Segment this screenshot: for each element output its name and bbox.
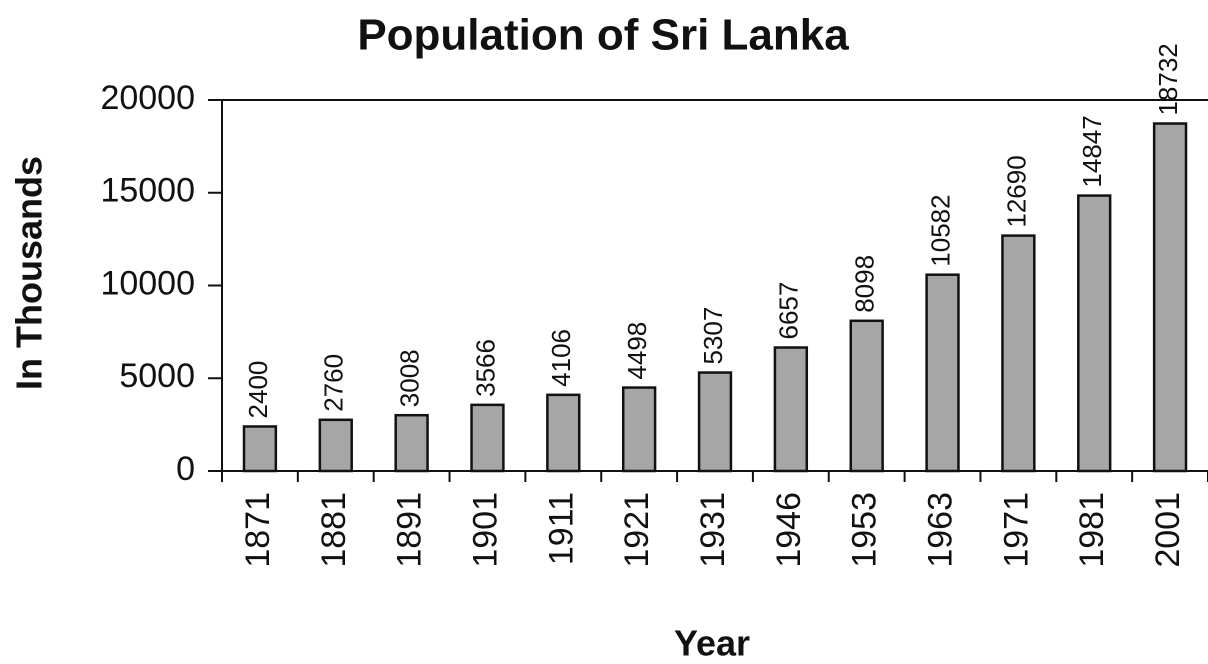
bar [849, 319, 884, 473]
chart-title: Population of Sri Lanka [357, 11, 849, 60]
bar [925, 273, 960, 473]
bar [470, 403, 505, 473]
x-axis-title: Year [674, 623, 750, 664]
bar [697, 371, 733, 473]
value-label: 18732 [1153, 43, 1183, 115]
y-tick-label: 5000 [119, 357, 195, 395]
y-tick-label: 20000 [100, 79, 195, 117]
bar [394, 413, 429, 473]
x-tick-label: 1946 [770, 492, 808, 568]
x-tick-label: 1981 [1073, 492, 1111, 568]
bar [1152, 122, 1188, 473]
x-tick-label: 2001 [1149, 492, 1187, 568]
bar [318, 418, 353, 473]
value-label: 4498 [622, 322, 652, 380]
value-label: 12690 [1001, 155, 1031, 227]
value-label: 2760 [319, 354, 349, 412]
x-tick-label: 1953 [846, 492, 884, 568]
bar [773, 346, 809, 473]
bar [1001, 234, 1036, 473]
y-tick-label: 0 [176, 450, 195, 488]
x-tick-label: 1963 [922, 492, 960, 568]
x-tick-label: 1921 [618, 492, 656, 568]
x-tick-label: 1881 [315, 492, 353, 568]
value-label: 3566 [470, 339, 500, 397]
value-label: 6657 [774, 282, 804, 340]
x-tick-label: 1891 [391, 492, 429, 568]
value-label: 3008 [394, 349, 424, 407]
x-tick-label: 1871 [239, 492, 277, 568]
y-tick-label: 10000 [100, 264, 195, 302]
value-label: 4106 [546, 329, 576, 387]
x-tick-label: 1931 [694, 492, 732, 568]
x-tick-label: 1911 [542, 492, 580, 565]
value-label: 8098 [850, 255, 880, 313]
value-label: 5307 [698, 307, 728, 365]
bar [621, 386, 657, 473]
y-tick-label: 15000 [100, 172, 195, 210]
bar [1077, 194, 1112, 473]
bar [242, 425, 278, 473]
x-tick-label: 1901 [466, 492, 504, 568]
value-label: 14847 [1077, 115, 1107, 187]
bar [546, 393, 581, 473]
value-label: 10582 [925, 194, 955, 266]
y-axis-title: In Thousands [9, 156, 50, 390]
value-label: 2400 [243, 361, 273, 419]
x-tick-label: 1971 [997, 492, 1035, 568]
